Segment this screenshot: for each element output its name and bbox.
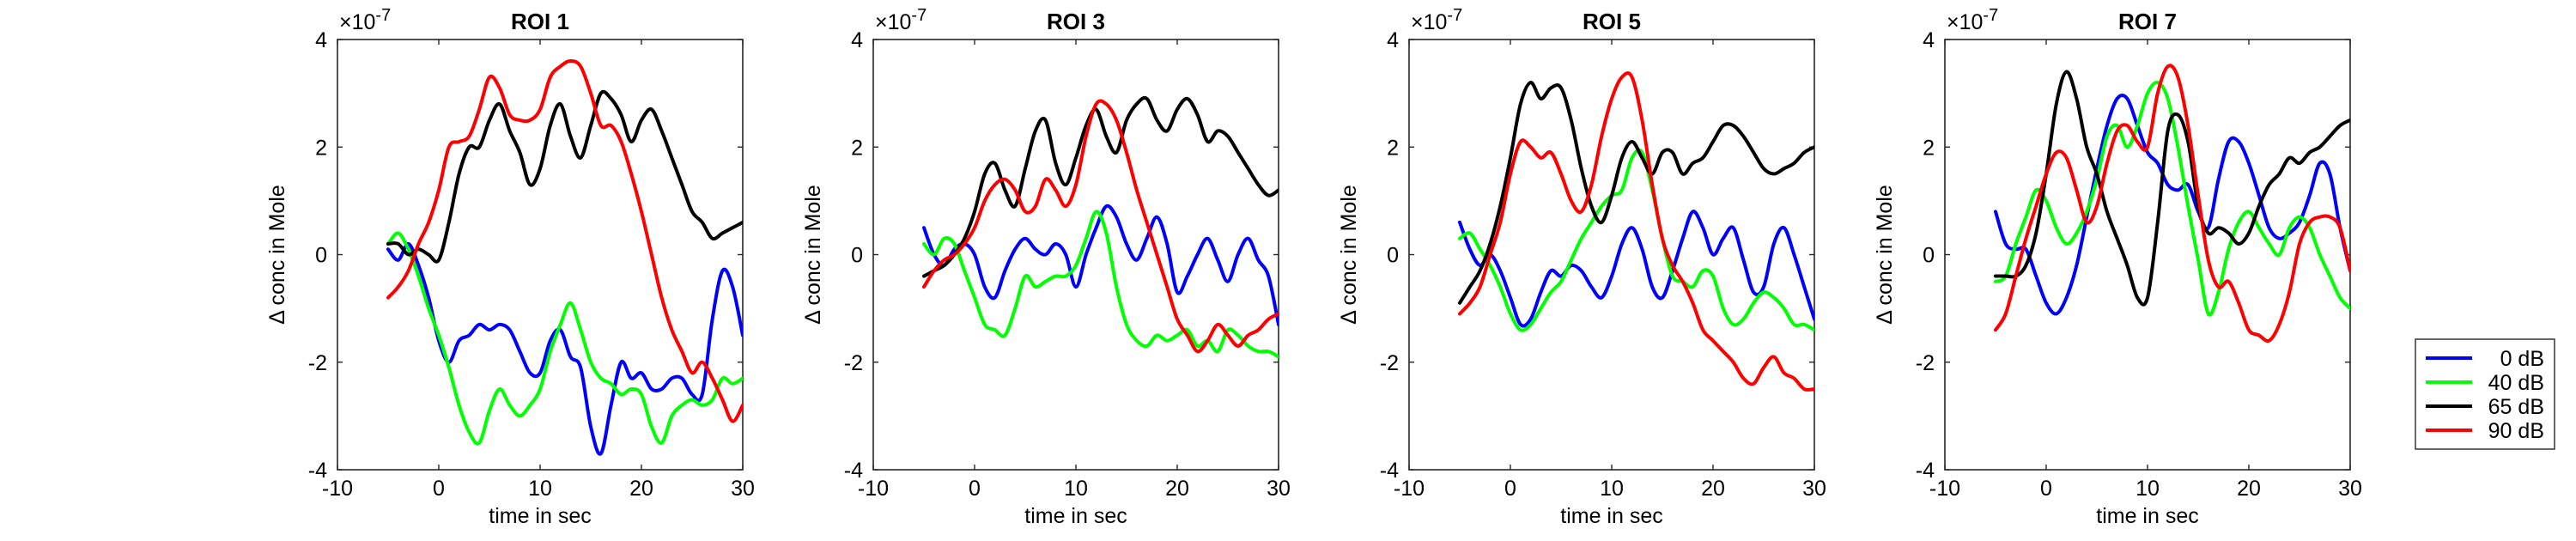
y-tick-label: -2 [1916,351,1935,375]
y-axis-label: Δ conc in Mole [1873,185,1897,325]
x-axis-label: time in sec [1024,504,1127,528]
y-tick-label: -4 [1916,459,1935,483]
x-tick-label: -10 [858,477,889,501]
x-tick-label: 20 [2237,477,2261,501]
exponent-power: -7 [375,6,391,25]
y-axis-label: Δ conc in Mole [801,185,825,325]
y-exponent-label: ×10-7 [1947,6,1998,34]
y-axis-label: Δ conc in Mole [265,185,289,325]
series-line-0-db [1458,210,1814,328]
y-tick-label: 2 [315,136,327,160]
x-axis-label: time in sec [489,504,591,528]
y-tick-label: -4 [1380,459,1399,483]
y-exponent-label: ×10-7 [339,6,391,34]
y-tick-label: 0 [315,244,327,268]
x-tick-label: 20 [629,477,653,501]
axes-box [872,39,1279,471]
series-line-90-db [386,59,743,423]
x-tick-label: 30 [1267,477,1291,501]
y-tick-label: 4 [1923,28,1935,52]
x-tick-label: -10 [1394,477,1425,501]
legend-label-65-db: 65 dB [2488,395,2544,419]
exponent-power: -7 [1447,6,1462,25]
x-tick-label: 10 [528,477,552,501]
series-line-90-db [922,99,1279,354]
y-tick-label: 0 [1387,244,1399,268]
y-tick-label: -4 [844,459,863,483]
y-tick-label: 0 [851,244,863,268]
x-tick-label: 0 [433,477,445,501]
axes-box [1944,39,2351,471]
y-tick-label: -2 [308,351,327,375]
panel-roi-3: -10 0 10 20 30 -4 -2 0 2 4 ×10-7 ROI 5 time in sec Δ … [1337,6,1826,528]
x-tick-label: 30 [2338,477,2362,501]
exponent-base: ×10 [1411,10,1447,34]
y-exponent-label: ×10-7 [1411,6,1462,34]
legend-label-90-db: 90 dB [2488,419,2544,443]
y-tick-label: 2 [1923,136,1935,160]
y-tick-label: 2 [851,136,863,160]
y-tick-label: -2 [1380,351,1399,375]
y-tick-label: 0 [1923,244,1935,268]
series-line-90-db [1994,64,2350,343]
x-tick-label: 20 [1701,477,1725,501]
exponent-power: -7 [1983,6,1998,25]
x-tick-label: 20 [1165,477,1189,501]
exponent-base: ×10 [1947,10,1983,34]
series-line-65-db [922,95,1279,278]
x-tick-label: 30 [731,477,755,501]
x-tick-label: 0 [969,477,981,501]
series-line-0-db [1994,94,2350,316]
series-line-65-db [1994,70,2350,307]
y-tick-label: -4 [308,459,327,483]
series-line-40-db [386,231,743,446]
panel-roi-2: -10 0 10 20 30 -4 -2 0 2 4 ×10-7 ROI 3 time in sec Δ … [801,6,1291,528]
y-tick-label: 4 [851,28,863,52]
series-line-65-db [1458,81,1814,305]
y-axis-label: Δ conc in Mole [1337,185,1361,325]
y-tick-label: 2 [1387,136,1399,160]
panel-roi-4: -10 0 10 20 30 -4 -2 0 2 4 ×10-7 ROI 7 time in sec Δ … [1873,6,2362,528]
series-line-40-db [1994,81,2350,317]
y-tick-label: 4 [315,28,327,52]
series-line-90-db [1458,71,1814,392]
x-tick-label: 10 [2136,477,2160,501]
panel-title: ROI 1 [511,9,569,34]
series-line-65-db [386,89,743,264]
exponent-base: ×10 [339,10,375,34]
x-tick-label: 10 [1064,477,1088,501]
panel-title: ROI 5 [1583,9,1641,34]
x-tick-label: 10 [1600,477,1624,501]
x-tick-label: 30 [1802,477,1826,501]
series-line-40-db [922,210,1279,359]
exponent-base: ×10 [875,10,911,34]
legend-label-40-db: 40 dB [2488,371,2544,395]
panel-title: ROI 3 [1047,9,1105,34]
exponent-power: -7 [911,6,927,25]
legend-label-0-db: 0 dB [2500,347,2544,371]
axes-box [1408,39,1815,471]
x-tick-label: 0 [1504,477,1516,501]
x-axis-label: time in sec [2096,504,2198,528]
x-tick-label: 0 [2040,477,2052,501]
y-exponent-label: ×10-7 [875,6,927,34]
y-tick-label: -2 [844,351,863,375]
y-tick-label: 4 [1387,28,1399,52]
x-tick-label: -10 [1929,477,1960,501]
panel-title: ROI 7 [2118,9,2177,34]
panel-roi-1: -10 0 10 20 30 -4 -2 0 2 4 ×10-7 ROI 1 time in sec Δ … [265,6,755,528]
x-tick-label: -10 [322,477,353,501]
x-axis-label: time in sec [1560,504,1662,528]
